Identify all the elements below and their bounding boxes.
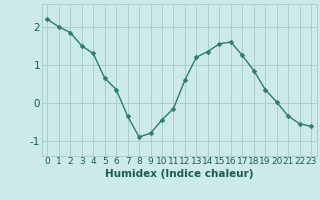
X-axis label: Humidex (Indice chaleur): Humidex (Indice chaleur) [105, 169, 253, 179]
